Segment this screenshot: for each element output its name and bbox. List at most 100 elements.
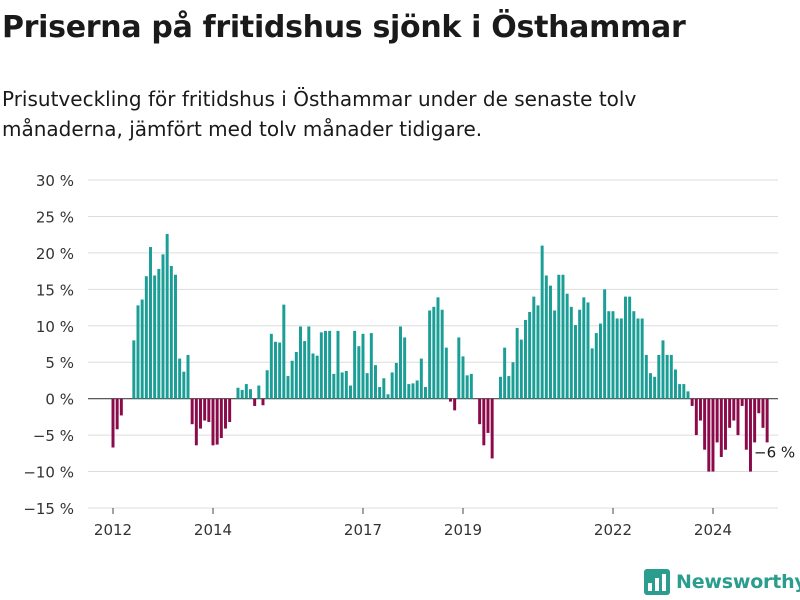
bar xyxy=(540,245,544,399)
brand-logo: Newsworthy xyxy=(644,566,800,598)
bar xyxy=(719,398,723,457)
bar xyxy=(169,266,173,399)
bar xyxy=(478,398,482,425)
bar xyxy=(661,340,665,399)
bar xyxy=(149,247,152,399)
x-tick-label: 2017 xyxy=(344,521,382,539)
bar xyxy=(257,385,261,399)
bar xyxy=(132,340,136,399)
brand-name: Newsworthy xyxy=(676,571,800,593)
bar xyxy=(607,311,611,399)
bar xyxy=(444,347,448,399)
bar xyxy=(765,398,769,443)
bar xyxy=(598,323,602,399)
bar xyxy=(678,384,682,399)
bar xyxy=(453,398,457,411)
y-tick-label: 25 % xyxy=(36,208,74,226)
bar xyxy=(440,309,444,399)
bar xyxy=(536,305,540,399)
x-axis: 2012 2014 2017 2019 2022 2024 xyxy=(94,508,732,539)
x-tick-label: 2024 xyxy=(694,521,732,539)
bar xyxy=(240,389,244,399)
bar xyxy=(119,398,123,416)
bar xyxy=(111,398,115,448)
bar xyxy=(161,254,165,399)
bar xyxy=(682,384,686,399)
y-tick-label: 15 % xyxy=(36,281,74,299)
bar xyxy=(653,376,657,399)
bar xyxy=(715,398,719,443)
bar xyxy=(648,373,652,399)
bar xyxy=(711,398,715,472)
bar xyxy=(432,306,436,399)
y-tick-label: −10 % xyxy=(23,464,74,482)
bar xyxy=(144,276,148,399)
bar xyxy=(199,398,202,429)
bar xyxy=(278,342,282,399)
bar xyxy=(265,370,269,399)
bar xyxy=(673,369,677,399)
bar xyxy=(573,325,577,399)
bar xyxy=(369,333,373,399)
bar xyxy=(236,387,240,399)
bar xyxy=(694,398,698,436)
bar xyxy=(490,398,494,459)
bar xyxy=(511,362,515,399)
bar xyxy=(190,398,194,425)
annotation-label: −6 % xyxy=(754,443,795,461)
bar xyxy=(186,354,190,399)
bar xyxy=(324,330,327,399)
y-tick-label: −5 % xyxy=(33,427,74,445)
y-tick-label: 0 % xyxy=(45,391,74,409)
bar xyxy=(307,326,311,399)
bar xyxy=(411,383,415,399)
bar xyxy=(386,394,390,399)
bar xyxy=(761,398,765,428)
chart-subtitle: Prisutveckling för fritidshus i Östhamma… xyxy=(2,87,637,141)
bar xyxy=(553,310,557,399)
bar xyxy=(457,337,461,399)
bar xyxy=(569,306,573,399)
bar xyxy=(336,330,340,399)
bar xyxy=(611,311,615,399)
bar xyxy=(603,289,607,399)
bar xyxy=(519,339,523,399)
bar xyxy=(548,285,552,399)
bar xyxy=(623,296,627,399)
bars xyxy=(111,233,769,472)
bar xyxy=(261,398,265,406)
bar xyxy=(136,305,140,399)
bar xyxy=(465,375,469,399)
x-tick-label: 2014 xyxy=(194,521,232,539)
bar xyxy=(215,398,219,445)
bar xyxy=(174,274,177,399)
bar xyxy=(211,398,215,446)
bar xyxy=(619,318,623,399)
bar xyxy=(203,398,207,421)
bar xyxy=(528,311,532,399)
bar xyxy=(140,299,144,399)
bar xyxy=(374,365,377,399)
bar xyxy=(657,354,661,399)
bar xyxy=(290,360,294,399)
y-tick-label: 20 % xyxy=(36,245,74,263)
bar xyxy=(419,358,423,399)
bar xyxy=(153,275,157,399)
y-tick-label: 30 % xyxy=(36,172,74,190)
bar xyxy=(294,352,298,399)
y-tick-label: 5 % xyxy=(45,354,74,372)
bar xyxy=(469,373,473,399)
bar xyxy=(282,304,286,399)
bar xyxy=(207,398,211,422)
bar xyxy=(328,330,332,399)
bar xyxy=(178,358,182,399)
bar xyxy=(665,354,669,399)
bar xyxy=(561,274,565,399)
page-title: Priserna på fritidshus sjönk i Östhammar xyxy=(2,10,686,45)
bar xyxy=(698,398,702,421)
bar xyxy=(482,398,486,446)
bar xyxy=(428,310,432,399)
bar xyxy=(194,398,198,446)
bar xyxy=(394,362,398,399)
bar xyxy=(299,326,302,399)
